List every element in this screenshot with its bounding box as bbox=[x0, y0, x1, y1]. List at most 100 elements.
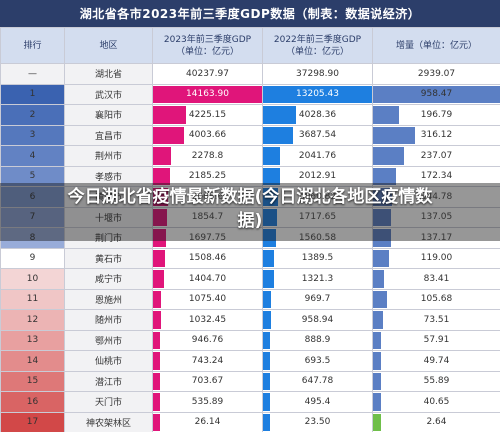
gdp2022-cell: 3687.54 bbox=[262, 124, 373, 146]
increase-cell: 237.07 bbox=[372, 145, 500, 167]
row-region: 鄂州市 bbox=[64, 329, 153, 351]
gdp2023-bar bbox=[153, 311, 161, 329]
gdp2022-bar bbox=[263, 331, 271, 349]
row-region: 武汉市 bbox=[64, 83, 153, 105]
gdp2023-bar bbox=[153, 85, 262, 103]
gdp2022-value: 1717.65 bbox=[298, 212, 337, 223]
row-rank: 16 bbox=[0, 391, 65, 413]
row-region: 咸宁市 bbox=[64, 268, 153, 290]
table-row: 14 仙桃市 743.24 693.5 49.74 bbox=[0, 350, 500, 372]
gdp2023-value: 1075.40 bbox=[188, 294, 227, 305]
gdp2023-value: 1697.75 bbox=[188, 232, 227, 243]
gdp2022-bar bbox=[263, 372, 270, 390]
gdp2023-cell: 1075.40 bbox=[152, 288, 263, 310]
increase-bar bbox=[373, 85, 500, 103]
increase-bar bbox=[373, 249, 389, 267]
gdp2022-value: 969.7 bbox=[304, 294, 331, 305]
increase-bar bbox=[373, 147, 405, 165]
increase-value: 57.91 bbox=[423, 335, 450, 346]
row-region: 荆门市 bbox=[64, 227, 153, 249]
gdp2022-value: 1560.58 bbox=[298, 232, 337, 243]
gdp2022-value: 693.5 bbox=[304, 355, 331, 366]
increase-bar bbox=[373, 229, 392, 247]
gdp2023-cell: 1032.45 bbox=[152, 309, 263, 331]
gdp2022-value: 647.78 bbox=[301, 376, 334, 387]
row-rank: 2 bbox=[0, 104, 65, 126]
increase-cell: 137.05 bbox=[372, 206, 500, 228]
header-gdp2023: 2023年前三季度GDP（单位：亿元） bbox=[152, 27, 263, 64]
gdp2023-cell: 743.24 bbox=[152, 350, 263, 372]
header-gdp2023-label: 2023年前三季度GDP（单位：亿元） bbox=[163, 34, 252, 57]
gdp2023-cell: 703.67 bbox=[152, 370, 263, 392]
gdp2023-value: 1404.70 bbox=[188, 273, 227, 284]
gdp2023-value: 1508.46 bbox=[188, 253, 227, 264]
gdp2022-value: 1389.5 bbox=[301, 253, 334, 264]
increase-cell: 2.64 bbox=[372, 411, 500, 432]
gdp2022-value: 495.4 bbox=[304, 396, 331, 407]
gdp2023-cell: 1508.46 bbox=[152, 247, 263, 269]
gdp2022-value: 23.50 bbox=[304, 417, 331, 428]
gdp2022-value: 958.94 bbox=[301, 314, 334, 325]
increase-cell: 73.51 bbox=[372, 309, 500, 331]
increase-value: 137.05 bbox=[420, 212, 453, 223]
increase-value: 40.65 bbox=[423, 396, 450, 407]
gdp2022-cell: 647.78 bbox=[262, 370, 373, 392]
increase-cell: 196.79 bbox=[372, 104, 500, 126]
gdp2022-bar bbox=[263, 208, 278, 226]
increase-bar bbox=[373, 290, 387, 308]
overlay-caption: 今日湖北省疫情最新数据(今日湖北各地区疫情数据) bbox=[67, 187, 433, 231]
increase-value: 73.51 bbox=[423, 314, 450, 325]
gdp2023-bar bbox=[153, 290, 162, 308]
gdp2023-value: 4225.15 bbox=[188, 109, 227, 120]
row-rank: 8 bbox=[0, 227, 65, 249]
increase-value: 55.89 bbox=[423, 376, 450, 387]
row-region: 十堰市 bbox=[64, 206, 153, 228]
gdp2023-cell: 4225.15 bbox=[152, 104, 263, 126]
table-row: 4 荆州市 2278.8 2041.76 237.07 bbox=[0, 145, 500, 167]
increase-bar bbox=[373, 188, 393, 206]
increase-cell: 105.68 bbox=[372, 288, 500, 310]
gdp2023-bar bbox=[153, 413, 160, 431]
gdp2023-value: 743.24 bbox=[191, 355, 224, 366]
row-region: 荆州市 bbox=[64, 145, 153, 167]
gdp2022-bar bbox=[263, 167, 280, 185]
row-region: 黄冈市 bbox=[64, 186, 153, 208]
gdp2022-cell: 2041.76 bbox=[262, 145, 373, 167]
table-row: 17 神农架林区 26.14 23.50 2.64 bbox=[0, 411, 500, 432]
gdp2022-bar bbox=[263, 249, 275, 267]
gdp2022-value: 888.9 bbox=[304, 335, 331, 346]
increase-bar bbox=[373, 167, 396, 185]
gdp2023-value: 535.89 bbox=[191, 396, 224, 407]
row-region: 天门市 bbox=[64, 391, 153, 413]
gdp-table: 排行 地区 2023年前三季度GDP（单位：亿元） 2022年前三季度GDP（单… bbox=[0, 27, 500, 432]
table-row: 9 黄石市 1508.46 1389.5 119.00 bbox=[0, 247, 500, 269]
increase-cell: 55.89 bbox=[372, 370, 500, 392]
gdp2022-bar bbox=[263, 85, 372, 103]
row-region: 宜昌市 bbox=[64, 124, 153, 146]
table-row: 3 宜昌市 4003.66 3687.54 316.12 bbox=[0, 124, 500, 146]
gdp2023-cell: 535.89 bbox=[152, 391, 263, 413]
increase-bar bbox=[373, 270, 385, 288]
increase-bar bbox=[373, 331, 381, 349]
increase-value: 137.17 bbox=[420, 232, 453, 243]
gdp2023-bar bbox=[153, 372, 160, 390]
gdp2023-value: 2278.8 bbox=[191, 150, 224, 161]
gdp2023-cell: 26.14 bbox=[152, 411, 263, 432]
row-rank: 11 bbox=[0, 288, 65, 310]
gdp2023-bar bbox=[153, 352, 160, 370]
gdp2023-value: 2185.25 bbox=[188, 171, 227, 182]
gdp2023-bar bbox=[153, 126, 184, 144]
increase-bar bbox=[373, 413, 381, 431]
row-region: 孝感市 bbox=[64, 165, 153, 187]
increase-value: 49.74 bbox=[423, 355, 450, 366]
gdp2022-bar bbox=[263, 393, 270, 411]
increase-value: 316.12 bbox=[420, 130, 453, 141]
gdp2023-cell: 946.76 bbox=[152, 329, 263, 351]
table-row: 13 鄂州市 946.76 888.9 57.91 bbox=[0, 329, 500, 351]
row-rank: 17 bbox=[0, 411, 65, 432]
header-gdp2022-label: 2022年前三季度GDP（单位：亿元） bbox=[273, 34, 362, 57]
increase-value: 958.47 bbox=[420, 89, 453, 100]
gdp2023-bar bbox=[153, 393, 160, 411]
gdp2022-bar bbox=[263, 413, 270, 431]
table-row: 5 孝感市 2185.25 2012.91 172.34 bbox=[0, 165, 500, 187]
